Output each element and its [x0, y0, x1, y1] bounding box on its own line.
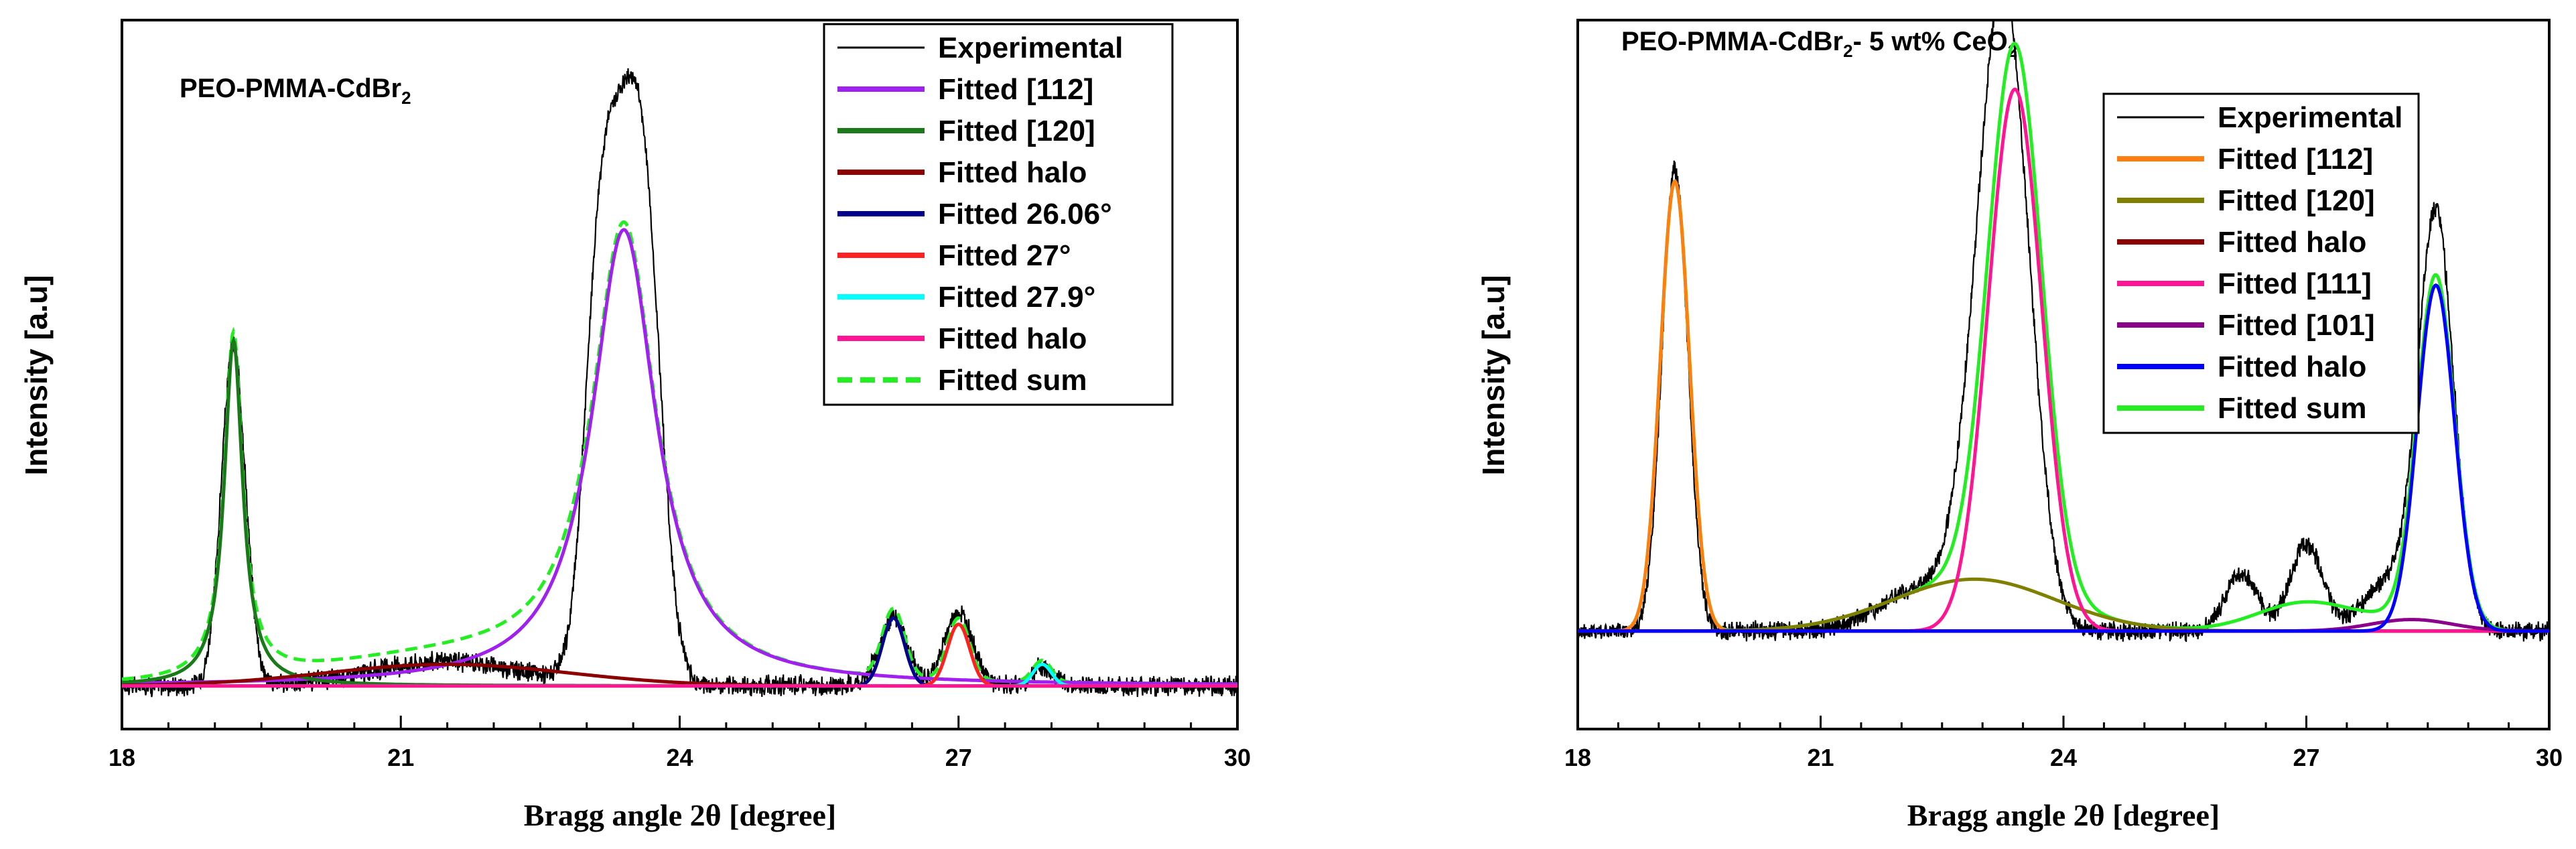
- legend-label: Fitted [112]: [938, 73, 1093, 106]
- x-tick-label: 21: [387, 744, 414, 771]
- x-tick-label: 27: [2293, 744, 2319, 771]
- x-tick-label: 30: [2536, 744, 2563, 771]
- legend-label: Fitted [112]: [2218, 143, 2373, 176]
- y-axis-label: Intensity [a.u]: [19, 275, 54, 475]
- legend-label: Fitted halo: [2218, 350, 2366, 383]
- legend-box: [2102, 92, 2420, 434]
- x-tick-label: 24: [666, 744, 693, 771]
- chart-panel-1: 18 21 24 27 30 Intensity [a.u] Bragg angle 2θ …: [19, 19, 1251, 832]
- legend: Experimental Fitted [112] Fitted [120] Fitt…: [2102, 92, 2420, 434]
- y-axis-label: Intensity [a.u]: [1476, 275, 1511, 475]
- legend-label: Fitted [111]: [2218, 267, 2372, 300]
- legend-label: Fitted halo: [2218, 226, 2366, 259]
- x-axis-label: Bragg angle 2θ [degree]: [524, 798, 836, 832]
- x-tick-label: 18: [1564, 744, 1591, 771]
- legend-label: Experimental: [938, 31, 1123, 64]
- plot-area: [1578, 20, 2549, 642]
- legend-label: Fitted sum: [938, 364, 1087, 397]
- series-line: [1578, 283, 2549, 633]
- legend-label: Fitted [120]: [2218, 184, 2375, 217]
- series-line: [1578, 577, 2549, 633]
- legend-label: Fitted [120]: [938, 115, 1095, 147]
- legend: Experimental Fitted [112] Fitted [120] Fitt…: [823, 23, 1174, 406]
- legend-label: Fitted 27.9°: [938, 281, 1095, 314]
- x-tick-label: 27: [945, 744, 972, 771]
- chart-panel-2: 18 21 24 27 30 Intensity [a.u] Bragg angle 2θ …: [1476, 19, 2563, 832]
- chart-title: PEO-PMMA-CdBr2: [180, 74, 411, 108]
- chart-title: PEO-PMMA-CdBr2- 5 wt% CeO2: [1621, 27, 2017, 61]
- x-tick-label: 30: [1224, 744, 1251, 771]
- x-tick-label: 21: [1807, 744, 1834, 771]
- legend-label: Fitted 26.06°: [938, 198, 1112, 231]
- legend-label: Fitted 27°: [938, 239, 1071, 272]
- legend-label: Fitted halo: [938, 322, 1087, 355]
- legend-label: Fitted sum: [2218, 392, 2366, 425]
- x-tick-label: 18: [109, 744, 135, 771]
- legend-label: Experimental: [2218, 101, 2402, 134]
- plot-area: [122, 68, 1237, 698]
- series-line: [1578, 20, 2549, 642]
- x-tick-label: 24: [2050, 744, 2077, 771]
- legend-label: Fitted halo: [938, 156, 1087, 189]
- legend-label: Fitted [101]: [2218, 309, 2375, 342]
- x-axis-label: Bragg angle 2θ [degree]: [1907, 798, 2220, 832]
